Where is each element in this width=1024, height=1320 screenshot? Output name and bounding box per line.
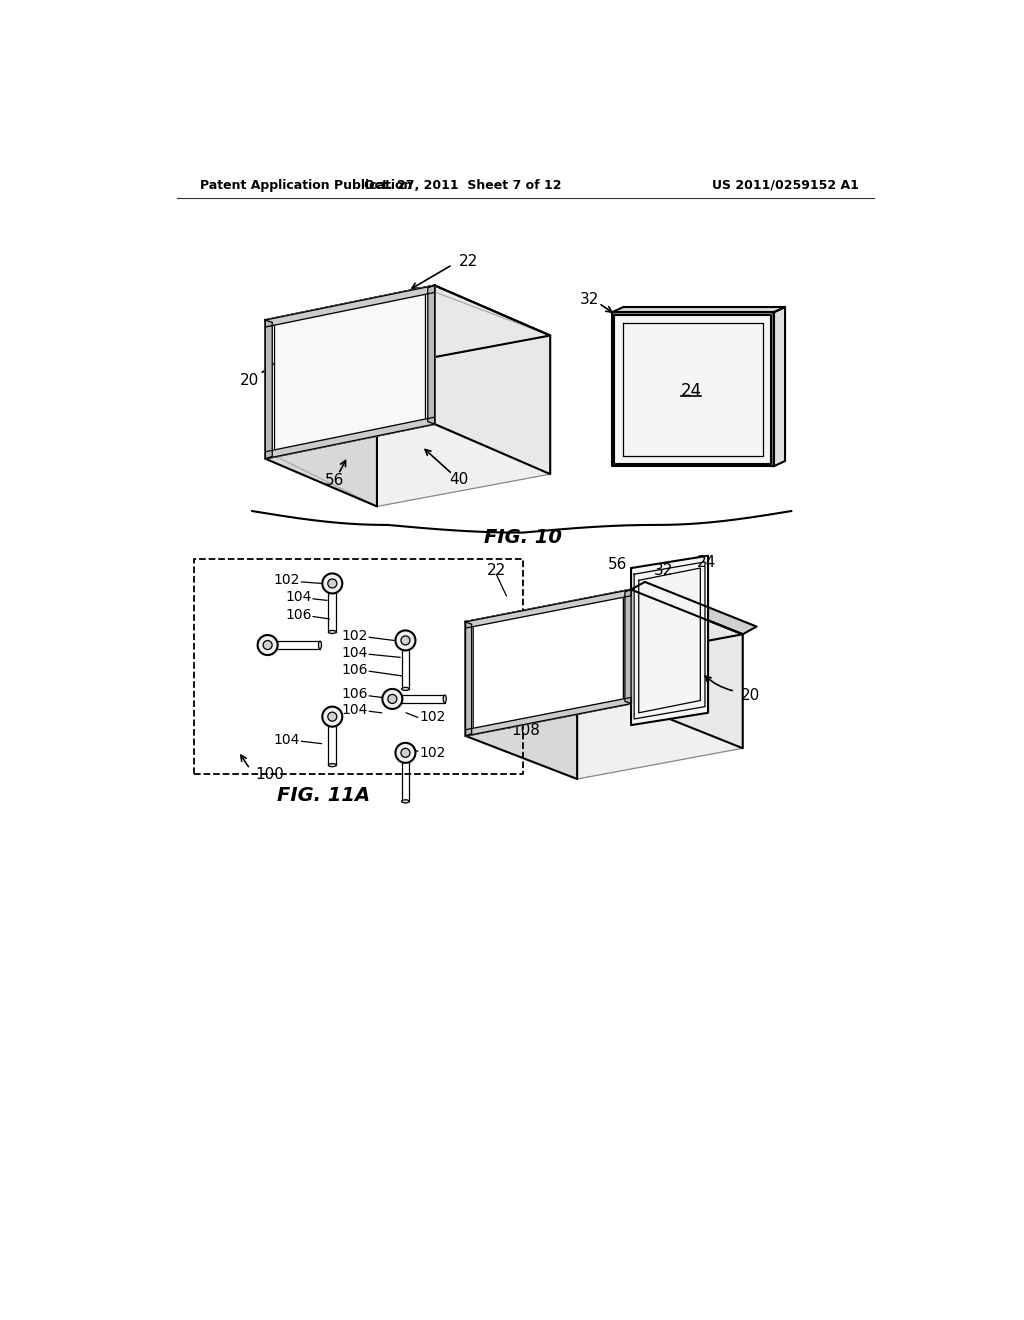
Polygon shape (631, 582, 757, 635)
Polygon shape (466, 622, 472, 737)
Polygon shape (428, 285, 435, 424)
Polygon shape (466, 697, 631, 737)
Polygon shape (466, 590, 742, 665)
Polygon shape (631, 556, 708, 725)
Circle shape (328, 713, 337, 721)
Ellipse shape (443, 696, 446, 702)
Text: 100: 100 (255, 767, 285, 781)
Circle shape (401, 748, 410, 758)
Polygon shape (435, 285, 550, 474)
Text: 104: 104 (341, 645, 368, 660)
Polygon shape (625, 590, 631, 704)
Text: 102: 102 (341, 628, 368, 643)
Polygon shape (773, 308, 785, 466)
Text: 102: 102 (419, 710, 445, 725)
Circle shape (388, 694, 397, 704)
Ellipse shape (329, 631, 336, 634)
Text: 104: 104 (285, 590, 311, 605)
Text: 20: 20 (241, 372, 259, 388)
Polygon shape (466, 590, 631, 628)
Text: 102: 102 (273, 573, 300, 587)
Text: FIG. 10: FIG. 10 (484, 528, 562, 546)
Text: US 2011/0259152 A1: US 2011/0259152 A1 (712, 178, 859, 191)
Text: Oct. 27, 2011  Sheet 7 of 12: Oct. 27, 2011 Sheet 7 of 12 (365, 178, 562, 191)
Circle shape (395, 631, 416, 651)
Polygon shape (265, 285, 550, 368)
Text: 22: 22 (459, 253, 478, 269)
Ellipse shape (318, 642, 322, 649)
Text: 22: 22 (486, 562, 506, 578)
Text: 104: 104 (273, 733, 300, 747)
Polygon shape (631, 590, 742, 748)
Polygon shape (611, 313, 773, 466)
Text: 32: 32 (654, 562, 674, 578)
Text: 106: 106 (341, 663, 368, 677)
Text: 20: 20 (741, 688, 761, 704)
Circle shape (328, 579, 337, 587)
Polygon shape (377, 335, 550, 507)
Text: 56: 56 (325, 473, 344, 488)
Circle shape (395, 743, 416, 763)
Text: 56: 56 (607, 557, 627, 573)
Text: 104: 104 (341, 702, 368, 717)
Polygon shape (265, 321, 377, 507)
Circle shape (263, 640, 272, 649)
Circle shape (323, 573, 342, 594)
Text: 24: 24 (696, 556, 716, 570)
Ellipse shape (401, 800, 410, 803)
Polygon shape (578, 635, 742, 779)
Polygon shape (466, 622, 578, 779)
Circle shape (382, 689, 402, 709)
Circle shape (401, 636, 410, 645)
Polygon shape (265, 321, 272, 459)
Circle shape (323, 706, 342, 726)
Text: FIG. 11A: FIG. 11A (276, 787, 370, 805)
Text: 24: 24 (681, 381, 701, 400)
Polygon shape (265, 285, 435, 459)
Text: 106: 106 (341, 686, 368, 701)
Text: 102: 102 (419, 746, 445, 760)
Polygon shape (265, 417, 435, 459)
Text: 108: 108 (511, 723, 540, 738)
Ellipse shape (401, 688, 410, 690)
Text: 106: 106 (285, 609, 311, 622)
Text: 32: 32 (580, 292, 599, 306)
Ellipse shape (329, 763, 336, 767)
Polygon shape (466, 590, 631, 737)
Circle shape (258, 635, 278, 655)
Polygon shape (274, 289, 425, 455)
Polygon shape (265, 285, 435, 327)
Polygon shape (611, 308, 785, 313)
Text: Patent Application Publication: Patent Application Publication (200, 178, 413, 191)
Text: 40: 40 (449, 473, 468, 487)
